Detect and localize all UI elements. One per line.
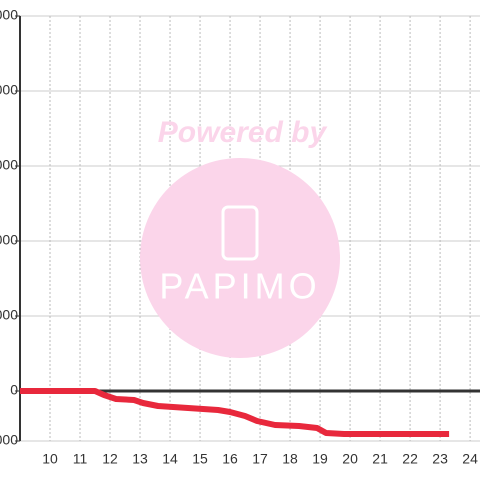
x-tick-label: 18 bbox=[282, 451, 298, 467]
y-tick-label: 120,000 bbox=[0, 82, 18, 98]
x-tick-label: 22 bbox=[402, 451, 418, 467]
x-tick-label: 23 bbox=[432, 451, 448, 467]
x-tick-label: 15 bbox=[192, 451, 208, 467]
x-tick-label: 16 bbox=[222, 451, 238, 467]
x-tick-label: 24 bbox=[462, 451, 478, 467]
x-tick-label: 12 bbox=[102, 451, 118, 467]
x-tick-label: 13 bbox=[132, 451, 148, 467]
x-tick-label: 20 bbox=[342, 451, 358, 467]
watermark-text: Powered by bbox=[158, 116, 328, 149]
y-tick-label: 0 bbox=[10, 382, 18, 398]
x-tick-label: 10 bbox=[42, 451, 58, 467]
watermark: Powered by PAPIMO bbox=[140, 116, 340, 358]
x-tick-label: 11 bbox=[73, 451, 88, 467]
x-tick-label: 21 bbox=[372, 451, 388, 467]
y-tick-label: 90,000 bbox=[0, 157, 18, 173]
x-tick-label: 17 bbox=[252, 451, 268, 467]
x-tick-label: 19 bbox=[312, 451, 328, 467]
y-tick-label: 30,000 bbox=[0, 307, 18, 323]
watermark-icon bbox=[221, 205, 259, 261]
watermark-text: PAPIMO bbox=[159, 266, 320, 307]
y-tick-label: 60,000 bbox=[0, 232, 18, 248]
y-tick-label: 150,000 bbox=[0, 7, 18, 23]
x-tick-label: 14 bbox=[162, 451, 178, 467]
y-tick-label: -20,000 bbox=[0, 432, 18, 448]
data-line bbox=[20, 388, 450, 437]
